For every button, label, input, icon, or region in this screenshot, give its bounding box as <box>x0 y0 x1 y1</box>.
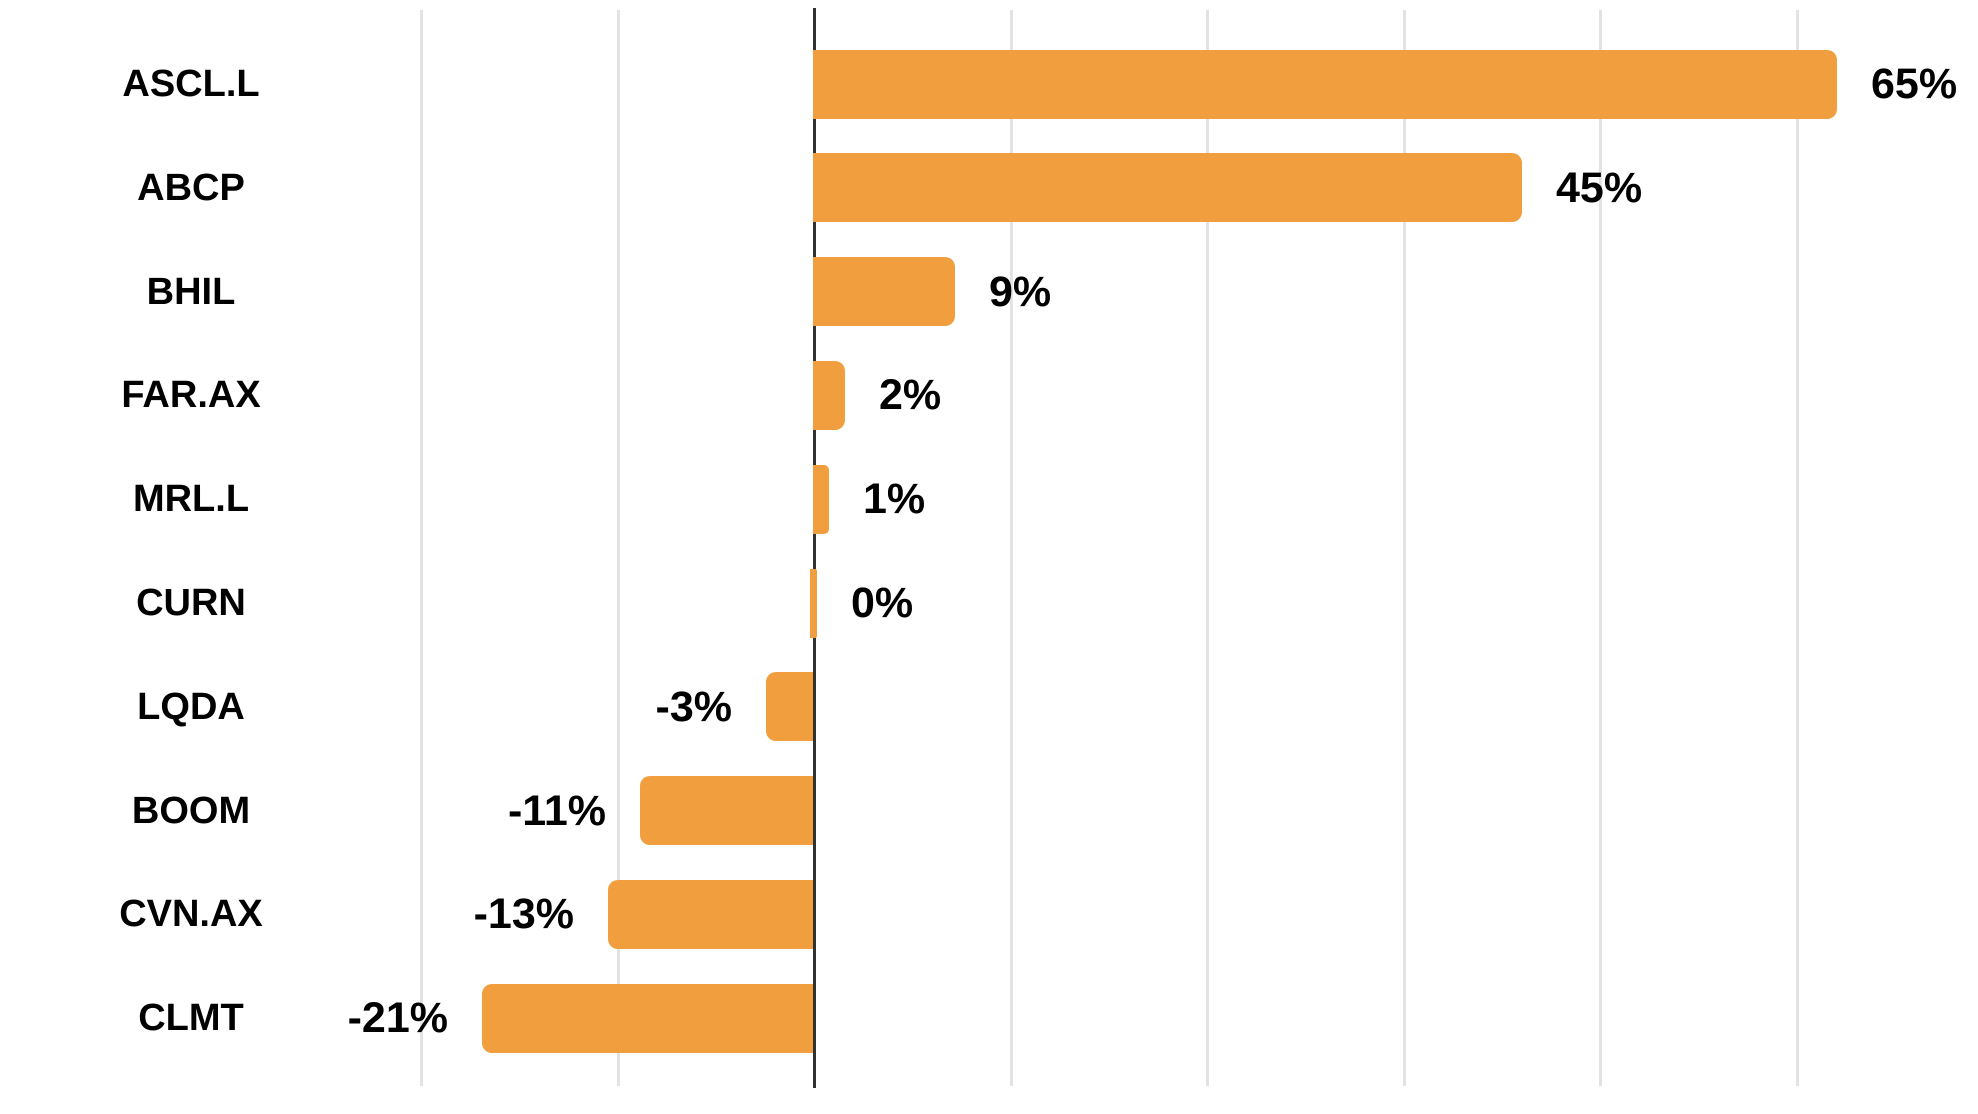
gridline <box>1599 10 1602 1086</box>
value-label-boom: -11% <box>507 787 606 835</box>
category-label-clmt: CLMT <box>138 997 244 1039</box>
bar-lqda <box>766 672 813 741</box>
gridline <box>1403 10 1406 1086</box>
value-label-abcp: 45% <box>1556 164 1643 212</box>
value-label-mrl-l: 1% <box>863 475 926 523</box>
value-label-lqda: -3% <box>655 683 732 731</box>
bar-abcp <box>813 153 1522 222</box>
value-label-bhil: 9% <box>989 268 1052 316</box>
value-label-curn: 0% <box>851 579 914 627</box>
value-label-cvn-ax: -13% <box>473 890 574 938</box>
gridline <box>1206 10 1209 1086</box>
category-label-bhil: BHIL <box>146 271 236 313</box>
gridline <box>1796 10 1799 1086</box>
bar-boom <box>640 776 813 845</box>
bar-bhil <box>813 257 955 326</box>
category-label-mrl-l: MRL.L <box>132 478 250 520</box>
bar-ascl-l <box>813 50 1837 119</box>
gridline <box>617 10 620 1086</box>
category-label-curn: CURN <box>136 582 246 624</box>
category-label-cvn-ax: CVN.AX <box>119 893 263 935</box>
bar-clmt <box>482 984 813 1053</box>
value-label-far-ax: 2% <box>879 371 942 419</box>
bar-curn <box>810 569 817 638</box>
category-label-ascl-l: ASCL.L <box>122 63 260 105</box>
value-label-clmt: -21% <box>347 994 448 1042</box>
category-label-lqda: LQDA <box>137 686 245 728</box>
bar-far-ax <box>813 361 845 430</box>
bar-mrl-l <box>813 465 829 534</box>
value-label-ascl-l: 65% <box>1871 60 1958 108</box>
zero-axis-line <box>813 8 816 1088</box>
category-label-far-ax: FAR.AX <box>121 374 261 416</box>
bar-cvn-ax <box>608 880 813 949</box>
gridline <box>1010 10 1013 1086</box>
gridline <box>420 10 423 1086</box>
category-label-boom: BOOM <box>131 790 251 832</box>
category-label-abcp: ABCP <box>137 167 245 209</box>
